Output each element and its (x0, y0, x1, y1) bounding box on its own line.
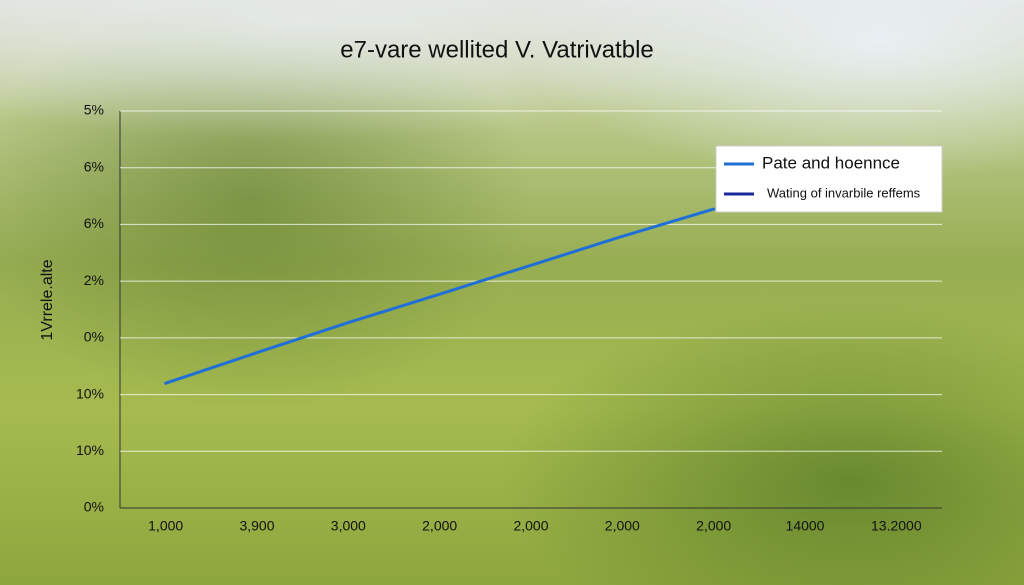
y-axis-label: 1Vrrele.alte (39, 259, 56, 340)
y-tick-label: 0% (84, 329, 104, 345)
legend-label: Wating of invarbile reffems (767, 185, 921, 200)
legend: Pate and hoennce Wating of invarbile reff… (715, 145, 943, 213)
y-tick-label: 2% (84, 272, 104, 288)
x-tick-label: 2,000 (605, 518, 640, 534)
x-tick-label: 13.2000 (871, 518, 922, 534)
legend-label: Pate and hoennce (762, 153, 900, 172)
line (164, 207, 716, 385)
y-tick-label: 10% (76, 385, 104, 401)
x-tick-label: 14000 (786, 518, 825, 534)
x-tick-label: 2,000 (422, 518, 457, 534)
x-tick-label: 3,900 (239, 518, 274, 534)
y-tick-label: 6% (84, 215, 104, 231)
x-tick-label: 2,000 (696, 518, 731, 534)
y-tick-label: 10% (76, 442, 104, 458)
y-tick-label: 0% (84, 499, 104, 515)
y-tick-label: 6% (84, 158, 104, 174)
x-tick-label: 3,000 (331, 518, 366, 534)
y-tick-label: 5% (84, 102, 104, 118)
x-tick-label: 2,000 (513, 518, 548, 534)
x-tick-label: 1,000 (148, 518, 183, 534)
chart-title: e7-vare wellited V. Vatrivatble (340, 36, 654, 63)
legend-box (715, 145, 943, 213)
